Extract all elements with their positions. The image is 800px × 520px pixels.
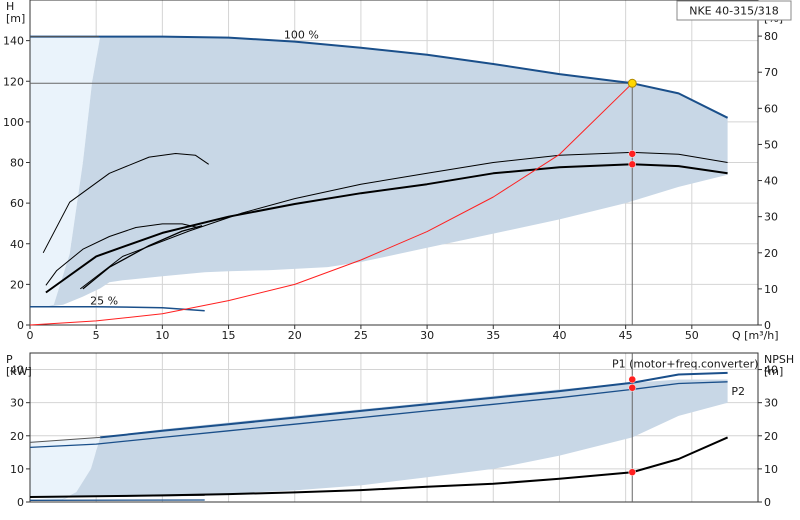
y2-tick-label: 10 [764, 463, 778, 476]
duty-marker [628, 468, 637, 476]
operating-area-left [30, 437, 101, 501]
x-tick-label: 50 [685, 329, 699, 342]
x-tick-label: 5 [93, 329, 100, 342]
y2-tick-label: 80 [764, 30, 778, 43]
duty-marker [628, 160, 637, 169]
head-efficiency-chart: 0 20 40 60 80 100 120 140 0 10 20 30 40 50 60 70 80 0 5 10 1… [3, 0, 783, 342]
series-eta-100 [45, 163, 728, 294]
title-box [676, 0, 792, 21]
y2-tick-label: 40 [764, 364, 778, 377]
y-tick-label: 10 [10, 463, 24, 476]
operating-area [45, 379, 728, 501]
y-tick-label: 30 [10, 397, 24, 410]
y2-tick-label: 0 [764, 496, 771, 509]
duty-marker [628, 375, 637, 384]
y-axis-unit: [m] [6, 12, 25, 25]
y2-tick-label: 50 [764, 138, 778, 151]
x-tick-label: 35 [486, 329, 500, 342]
series-p1-100 [100, 371, 728, 439]
series-eta-mid [82, 225, 203, 290]
y2-tick-label: 70 [764, 66, 778, 79]
y-tick-label: 140 [3, 35, 24, 48]
y-tick-label: 40 [10, 364, 24, 377]
series-system-curve [29, 82, 633, 326]
duty-marker [628, 384, 637, 392]
y-tick-label: 40 [10, 238, 24, 251]
x-tick-label: 20 [288, 329, 302, 342]
plot-frame [29, 352, 759, 503]
x-tick-label: 40 [552, 329, 566, 342]
y-tick-label: 80 [10, 157, 24, 170]
x-tick-label: 45 [619, 329, 633, 342]
x-tick-label: 15 [222, 329, 236, 342]
y2-tick-label: 30 [764, 397, 778, 410]
series-npsh [29, 436, 729, 498]
y-tick-label: 100 [3, 116, 24, 129]
y2-axis-label: NPSH [764, 353, 794, 366]
y-axis-unit: [kW] [6, 365, 32, 378]
series-head-100 [30, 35, 729, 119]
series-eta-small [42, 153, 209, 254]
y-tick-label: 0 [17, 496, 24, 509]
operating-area [30, 36, 728, 307]
y2-tick-label: 30 [764, 211, 778, 224]
curve-annotation: 100 % [284, 29, 319, 42]
y-tick-label: 20 [10, 278, 24, 291]
y2-tick-label: 20 [764, 247, 778, 260]
x-tick-label: 0 [27, 329, 34, 342]
y2-axis-unit: [m] [764, 365, 783, 378]
y2-tick-label: 0 [764, 319, 771, 332]
x-axis-label: Q [m³/h] [732, 329, 779, 342]
series-p1-left [29, 436, 101, 443]
y-tick-label: 20 [10, 430, 24, 443]
y2-tick-label: 10 [764, 283, 778, 296]
series-eta-low [45, 223, 199, 286]
y-tick-label: 120 [3, 75, 24, 88]
duty-marker [628, 150, 637, 158]
x-tick-label: 30 [420, 329, 434, 342]
x-tick-label: 10 [155, 329, 169, 342]
operating-point-marker [627, 78, 637, 88]
y-axis-label: P [6, 353, 13, 366]
operating-area-left [30, 36, 101, 307]
y2-tick-label: 20 [764, 430, 778, 443]
y2-tick-label: 60 [764, 102, 778, 115]
series-eta-100-thin [79, 151, 728, 290]
x-tick-label: 25 [354, 329, 368, 342]
legend-label: P2 [731, 385, 745, 398]
series-p2-100 [29, 381, 728, 449]
y2-tick-label: 40 [764, 175, 778, 188]
curve-annotation: 25 % [90, 295, 118, 308]
y-tick-label: 0 [17, 319, 24, 332]
legend-label: P1 (motor+freq.converter) [612, 358, 759, 371]
y-tick-label: 60 [10, 197, 24, 210]
chart-title-text: NKE 40-315/318 [689, 5, 779, 18]
y-axis-label: H [6, 0, 14, 13]
